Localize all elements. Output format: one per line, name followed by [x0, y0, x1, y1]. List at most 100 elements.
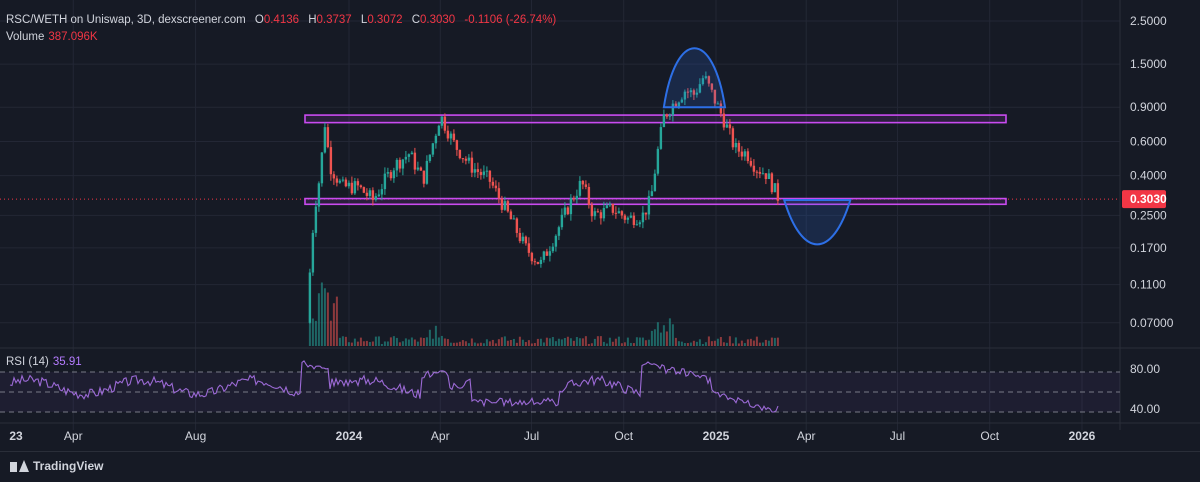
- volume-bar: [563, 337, 566, 346]
- candle-body: [602, 208, 606, 219]
- volume-bar: [686, 343, 689, 346]
- volume-bar: [344, 336, 347, 346]
- candle-body: [443, 116, 447, 131]
- volume-bar: [359, 337, 362, 346]
- candle-body: [428, 154, 432, 161]
- rsi-tick-label: 80.00: [1130, 362, 1160, 376]
- price-tick-label: 0.07000: [1130, 316, 1174, 330]
- volume-bar: [452, 342, 455, 346]
- volume-bar: [458, 341, 461, 346]
- candle-body: [710, 83, 714, 90]
- candle-body: [329, 147, 333, 175]
- tradingview-brand[interactable]: TradingView: [10, 459, 103, 473]
- volume-bar: [668, 318, 671, 346]
- candle-body: [311, 232, 315, 273]
- volume-bar: [740, 340, 743, 346]
- volume-bar: [440, 335, 443, 346]
- candle-body: [704, 76, 708, 79]
- candle-body: [551, 246, 555, 252]
- volume-bar: [362, 341, 365, 346]
- volume-bar: [371, 341, 374, 346]
- candle-body: [647, 196, 651, 215]
- candle-body: [518, 232, 522, 242]
- volume-bar: [545, 337, 548, 346]
- volume-bar: [572, 340, 575, 346]
- volume-bar: [704, 342, 707, 346]
- volume-bar: [701, 343, 704, 346]
- volume-bar: [743, 343, 746, 346]
- volume-bar: [566, 336, 569, 346]
- volume-bar: [329, 320, 332, 346]
- volume-bar: [509, 339, 512, 346]
- candle-body: [650, 191, 654, 197]
- candle-body: [680, 99, 684, 103]
- volume-bar: [599, 336, 602, 346]
- candle-body: [578, 180, 582, 196]
- candle-body: [344, 179, 348, 187]
- candle-body: [326, 127, 330, 148]
- time-tick-label: 2025: [703, 429, 730, 443]
- candle-body: [380, 189, 384, 195]
- volume-bar: [332, 303, 335, 346]
- volume-bar: [341, 336, 344, 346]
- candle-body: [566, 207, 570, 215]
- volume-bar: [725, 342, 728, 346]
- candle-body: [338, 180, 342, 183]
- volume-bar: [386, 341, 389, 346]
- candle-body: [383, 173, 387, 190]
- volume-bar: [497, 339, 500, 346]
- volume-bar: [578, 338, 581, 346]
- candle-body: [686, 91, 690, 93]
- candle-body: [749, 161, 753, 166]
- symbol-title[interactable]: RSC/WETH on Uniswap, 3D, dexscreener.com: [6, 14, 246, 26]
- volume-bar: [383, 341, 386, 346]
- candle-body: [386, 172, 390, 174]
- volume-bar: [755, 336, 758, 346]
- candle-body: [527, 243, 531, 253]
- candle-body: [644, 212, 648, 215]
- volume-bar: [629, 342, 632, 346]
- candle-body: [608, 203, 612, 206]
- candle-body: [434, 135, 438, 144]
- volume-bar: [488, 341, 491, 346]
- volume-bar: [590, 343, 593, 346]
- volume-bar: [776, 337, 779, 346]
- candle-body: [488, 170, 492, 182]
- close-label: C: [411, 14, 421, 26]
- candle-body: [662, 114, 666, 128]
- time-tick-label: Oct: [980, 429, 999, 443]
- candle-body: [461, 158, 465, 160]
- candle-body: [629, 215, 633, 218]
- candle-body: [521, 236, 525, 242]
- candle-body: [389, 172, 393, 179]
- candle-body: [737, 142, 741, 152]
- candle-body: [320, 152, 324, 184]
- volume-bar: [443, 338, 446, 346]
- candle-body: [407, 154, 411, 157]
- candle-body: [740, 151, 744, 157]
- time-tick-label: Jul: [890, 429, 905, 443]
- candle-body: [620, 211, 624, 216]
- price-tick-label: 2.5000: [1130, 14, 1167, 28]
- rsi-label: RSI (14): [6, 356, 49, 368]
- volume-bar: [542, 342, 545, 346]
- candle-body: [557, 227, 561, 236]
- volume-bar: [665, 331, 668, 346]
- volume-bar: [323, 288, 326, 346]
- volume-bar: [554, 341, 557, 346]
- volume-bar: [611, 341, 614, 346]
- candle-body: [482, 171, 486, 175]
- time-tick-label: 2024: [336, 429, 363, 443]
- volume-bar: [350, 342, 353, 346]
- volume-bar: [521, 339, 524, 346]
- candle-body: [404, 156, 408, 160]
- rsi-line: [9, 360, 779, 413]
- price-tick-label: 0.1100: [1130, 278, 1166, 292]
- high-value: 0.3737: [316, 14, 352, 26]
- volume-bar: [482, 343, 485, 346]
- candle-body: [524, 236, 528, 244]
- volume-bar: [320, 282, 323, 346]
- time-tick-label: 23: [9, 429, 23, 443]
